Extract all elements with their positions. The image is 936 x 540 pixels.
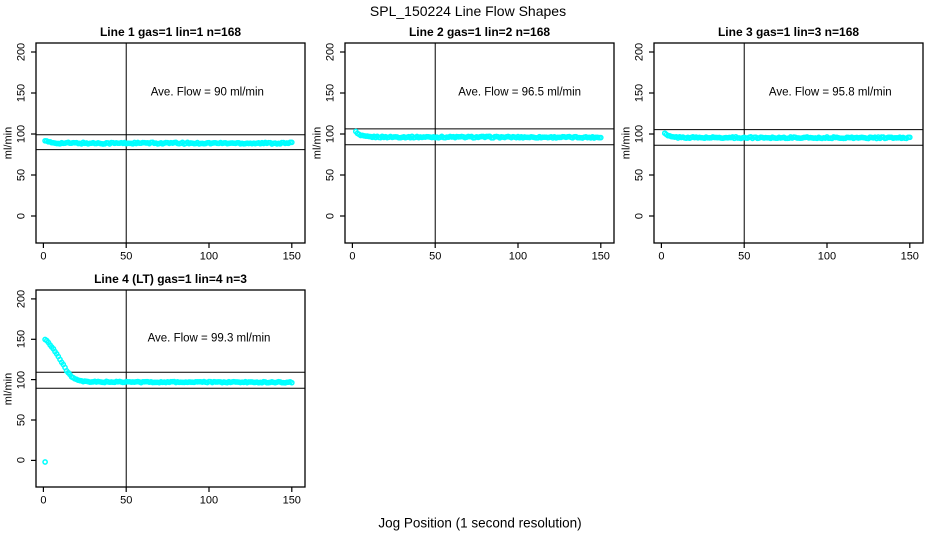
y-tick-label: 150 [633, 83, 646, 103]
y-tick-label: 200 [324, 42, 337, 62]
x-tick-label: 50 [429, 250, 442, 263]
x-tick-label: 50 [738, 250, 751, 263]
x-tick-label: 150 [591, 250, 610, 263]
x-tick-label: 150 [282, 494, 301, 507]
subplot-4-y-axis-label: ml/min [2, 372, 15, 405]
plot-border [653, 42, 924, 244]
x-axis-label: Jog Position (1 second resolution) [378, 515, 582, 531]
y-tick-label: 50 [633, 168, 646, 182]
x-tick-label: 0 [40, 494, 47, 507]
data-point [288, 139, 295, 146]
subplot-3-title: Line 3 gas=1 lin=3 n=168 [717, 25, 860, 39]
x-tick-label: 0 [40, 250, 47, 263]
subplot-2-ave-flow-annotation: Ave. Flow = 96.5 ml/min [458, 86, 582, 99]
y-tick-label: 100 [633, 124, 646, 144]
y-tick-label: 0 [633, 212, 646, 219]
x-tick-label: 100 [817, 250, 837, 263]
subplot-2-y-axis-label: ml/min [311, 126, 324, 160]
figure-title: SPL_150224 Line Flow Shapes [369, 3, 567, 19]
plot-border [35, 42, 306, 244]
subplot-2-title: Line 2 gas=1 lin=2 n=168 [408, 25, 551, 39]
data-point [906, 134, 913, 141]
plot-border [344, 42, 615, 244]
y-tick-label: 0 [15, 457, 28, 464]
y-tick-label: 0 [15, 212, 28, 219]
y-tick-label: 150 [15, 83, 28, 103]
subplot-3-ave-flow-annotation: Ave. Flow = 95.8 ml/min [768, 86, 892, 99]
x-tick-label: 150 [282, 250, 301, 263]
x-tick-label: 50 [120, 494, 133, 507]
y-tick-label: 100 [324, 124, 337, 144]
y-tick-label: 50 [15, 413, 28, 427]
subplot-4-ave-flow-annotation: Ave. Flow = 99.3 ml/min [147, 332, 271, 345]
x-tick-label: 100 [199, 250, 219, 263]
subplot-3-y-axis-label: ml/min [620, 126, 633, 160]
y-tick-label: 50 [324, 168, 337, 182]
y-tick-label: 200 [633, 42, 646, 62]
x-tick-label: 50 [120, 250, 133, 263]
y-tick-label: 100 [15, 370, 28, 389]
y-tick-label: 200 [15, 42, 28, 62]
x-tick-label: 100 [199, 494, 219, 507]
y-tick-label: 150 [324, 83, 337, 103]
x-tick-label: 100 [508, 250, 528, 263]
y-tick-label: 50 [15, 168, 28, 182]
y-tick-label: 100 [15, 124, 28, 144]
subplot-1-ave-flow-annotation: Ave. Flow = 90 ml/min [150, 86, 264, 99]
subplot-4-title: Line 4 (LT) gas=1 lin=4 n=3 [94, 272, 247, 286]
data-point [42, 459, 48, 465]
data-point [597, 134, 604, 141]
x-tick-label: 0 [349, 250, 356, 263]
subplot-1-y-axis-label: ml/min [2, 126, 15, 160]
y-tick-label: 150 [15, 330, 28, 349]
data-point [288, 379, 295, 386]
x-tick-label: 150 [900, 250, 919, 263]
subplot-1-title: Line 1 gas=1 lin=1 n=168 [99, 25, 242, 39]
y-tick-label: 0 [324, 212, 337, 219]
y-tick-label: 200 [15, 289, 28, 309]
x-tick-label: 0 [658, 250, 665, 263]
